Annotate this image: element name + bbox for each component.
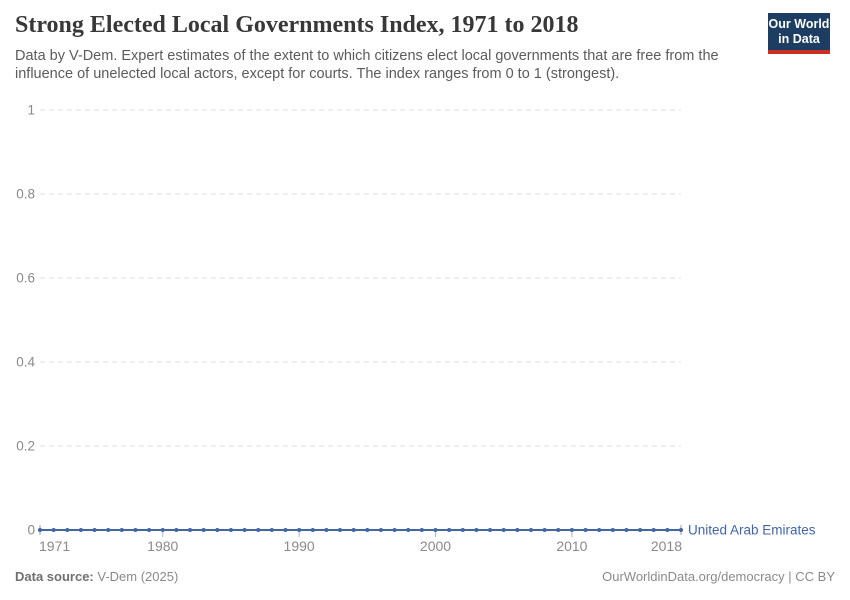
data-point[interactable]: [651, 528, 656, 532]
data-point[interactable]: [338, 528, 343, 532]
x-axis-tick-label: 1990: [284, 538, 315, 554]
y-axis-tick-label: 0.6: [16, 271, 35, 286]
owid-logo[interactable]: Our World in Data: [768, 13, 830, 54]
x-axis-tick-label: 2000: [420, 538, 451, 554]
data-point[interactable]: [556, 528, 561, 532]
data-point[interactable]: [51, 528, 56, 532]
owid-logo-line1: Our World: [768, 16, 830, 31]
data-point[interactable]: [119, 528, 124, 532]
y-axis-tick-label: 1: [27, 103, 35, 118]
data-point[interactable]: [569, 528, 574, 532]
data-point[interactable]: [133, 528, 138, 532]
chart-footer: Data source: V-Dem (2025) OurWorldinData…: [15, 569, 835, 584]
data-point[interactable]: [351, 528, 356, 532]
data-point[interactable]: [542, 528, 547, 532]
data-point[interactable]: [378, 528, 383, 532]
data-source[interactable]: Data source: V-Dem (2025): [15, 569, 178, 584]
data-point[interactable]: [310, 528, 315, 532]
data-point[interactable]: [242, 528, 247, 532]
data-point[interactable]: [419, 528, 424, 532]
series-end-label[interactable]: United Arab Emirates: [688, 523, 816, 538]
data-point[interactable]: [147, 528, 152, 532]
data-point[interactable]: [433, 528, 438, 532]
data-point[interactable]: [528, 528, 533, 532]
x-axis-tick-label: 2018: [651, 538, 682, 554]
data-point[interactable]: [474, 528, 479, 532]
y-axis-tick-label: 0.4: [16, 355, 35, 370]
y-axis-tick-label: 0: [27, 523, 35, 538]
data-point[interactable]: [447, 528, 452, 532]
y-axis-tick-label: 0.8: [16, 187, 35, 202]
data-point[interactable]: [78, 528, 83, 532]
data-point[interactable]: [256, 528, 261, 532]
data-source-value: V-Dem (2025): [97, 569, 179, 584]
data-point[interactable]: [297, 528, 302, 532]
data-point[interactable]: [501, 528, 506, 532]
data-point[interactable]: [610, 528, 615, 532]
data-point[interactable]: [283, 528, 288, 532]
x-axis-tick-label: 1971: [39, 538, 70, 554]
footer-attribution[interactable]: OurWorldinData.org/democracy | CC BY: [602, 569, 835, 584]
data-point[interactable]: [460, 528, 465, 532]
data-point[interactable]: [65, 528, 70, 532]
owid-logo-line2: in Data: [778, 31, 820, 46]
data-point[interactable]: [228, 528, 233, 532]
data-point[interactable]: [406, 528, 411, 532]
data-point[interactable]: [188, 528, 193, 532]
data-point[interactable]: [92, 528, 97, 532]
data-point[interactable]: [488, 528, 493, 532]
data-point[interactable]: [324, 528, 329, 532]
chart-header: Strong Elected Local Governments Index, …: [15, 12, 760, 83]
data-point[interactable]: [160, 528, 165, 532]
data-point[interactable]: [215, 528, 220, 532]
data-point[interactable]: [174, 528, 179, 532]
data-point[interactable]: [515, 528, 520, 532]
y-axis-tick-label: 0.2: [16, 439, 35, 454]
x-axis-tick-label: 1980: [147, 538, 178, 554]
data-point[interactable]: [679, 528, 683, 532]
data-point[interactable]: [392, 528, 397, 532]
data-source-label: Data source:: [15, 569, 94, 584]
data-point[interactable]: [638, 528, 643, 532]
data-point[interactable]: [269, 528, 274, 532]
data-point[interactable]: [583, 528, 588, 532]
data-point[interactable]: [106, 528, 111, 532]
data-point[interactable]: [201, 528, 206, 532]
data-point[interactable]: [38, 528, 42, 532]
chart-title: Strong Elected Local Governments Index, …: [15, 12, 579, 38]
x-axis-tick-label: 2010: [556, 538, 587, 554]
data-point[interactable]: [365, 528, 370, 532]
data-point[interactable]: [624, 528, 629, 532]
chart-subtitle: Data by V-Dem. Expert estimates of the e…: [15, 48, 719, 82]
data-point[interactable]: [597, 528, 602, 532]
data-point[interactable]: [665, 528, 670, 532]
